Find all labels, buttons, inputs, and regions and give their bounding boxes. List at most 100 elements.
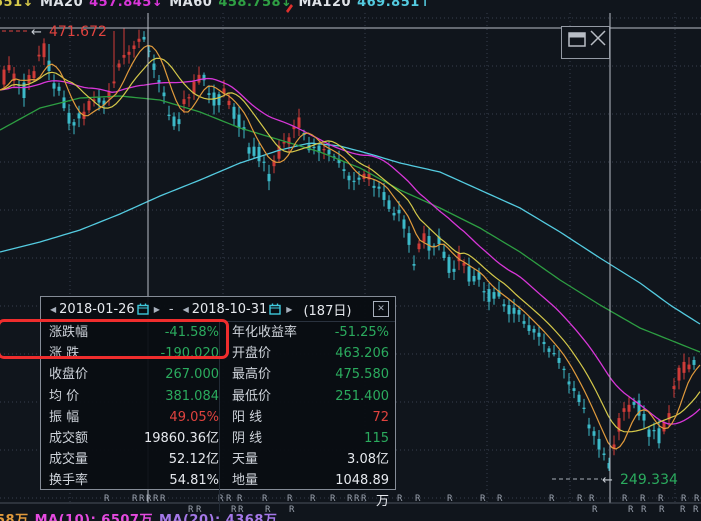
- stat-label: 开盘价: [219, 343, 325, 365]
- stat-value: 72: [372, 409, 389, 425]
- svg-text:471.672: 471.672: [49, 24, 107, 40]
- svg-text:R: R: [160, 494, 166, 504]
- svg-text:R: R: [681, 494, 687, 504]
- ma120-line: [0, 142, 701, 325]
- stat-label: 年化收益率: [219, 322, 325, 344]
- svg-text:R: R: [347, 494, 353, 504]
- svg-text:R: R: [447, 494, 453, 504]
- svg-text:R: R: [188, 505, 194, 515]
- svg-text:R: R: [628, 505, 634, 515]
- ma-label: MA20: [40, 0, 84, 10]
- svg-text:R: R: [265, 505, 271, 515]
- stat-row: 均 价 381.084 最低价 251.400: [41, 385, 395, 407]
- volume-ma-indicator-bar: 58万 MA(10): 6507万 MA(20): 4368万: [0, 509, 283, 521]
- stat-row: 涨跌幅 -41.58% 年化收益率 -51.25%: [41, 322, 395, 344]
- stat-value: -190.020: [160, 346, 219, 362]
- start-date-prev-arrow[interactable]: ◀: [50, 304, 57, 314]
- stat-label: 成交量: [49, 452, 89, 468]
- stat-value: 3.08亿: [347, 452, 389, 468]
- date-range-separator: -: [168, 301, 174, 317]
- save-window-icon[interactable]: [568, 32, 586, 47]
- stat-value: 463.206: [335, 346, 389, 362]
- stat-value: 19860.36亿: [143, 430, 219, 446]
- svg-text:R: R: [287, 494, 293, 504]
- stat-label: 地量: [219, 470, 325, 513]
- svg-text:R: R: [397, 494, 403, 504]
- stat-row: 振 幅 49.05% 阳 线 72: [41, 406, 395, 428]
- svg-text:R: R: [659, 505, 665, 515]
- stat-label: 天量: [219, 449, 325, 471]
- end-date-prev-arrow[interactable]: ◀: [182, 304, 189, 314]
- svg-text:249.334: 249.334: [620, 472, 678, 488]
- ma-label: MA120: [298, 0, 352, 10]
- stat-value: 54.81%: [169, 473, 219, 489]
- stat-value: 49.05%: [169, 409, 219, 425]
- candles: [2, 28, 696, 471]
- ma-value: 458.758↓: [218, 0, 293, 10]
- svg-text:R: R: [354, 494, 360, 504]
- svg-text:R: R: [480, 494, 486, 504]
- start-date: 2018-01-26: [59, 301, 135, 317]
- svg-text:R: R: [139, 494, 145, 504]
- interval-high-label: ← 471.672: [2, 24, 107, 40]
- interval-stats-panel: ◀ 2018-01-26 ▶ - ◀ 2018-10-31 ▶ (187日) ✕…: [40, 296, 396, 513]
- ma-indicator-bar: 551↓ MA20 457.845↓ MA60 458.758↓ MA120 469.851…: [0, 0, 437, 10]
- svg-text:R: R: [497, 494, 503, 504]
- ma-value: 469.851↑: [357, 0, 432, 10]
- vol-ma-value: MA(10): 6507万: [34, 513, 153, 521]
- selection-toolbar: [561, 26, 610, 59]
- ma-value: 457.845↓: [89, 0, 164, 10]
- stat-row: 涨 跌 -190.020 开盘价 463.206: [41, 343, 395, 365]
- stat-label: 涨 跌: [49, 346, 80, 362]
- ma-clipped-value: 551↓: [0, 0, 35, 10]
- stat-value: -41.58%: [164, 325, 219, 340]
- svg-text:R: R: [146, 494, 152, 504]
- svg-text:R: R: [218, 494, 224, 504]
- svg-text:R: R: [415, 494, 421, 504]
- stat-value: 381.084: [165, 388, 219, 404]
- stat-value: -51.25%: [334, 325, 389, 340]
- stat-value: 475.580: [335, 367, 389, 383]
- svg-text:R: R: [589, 494, 595, 504]
- selection-close-icon[interactable]: [590, 30, 606, 46]
- end-date-next-arrow[interactable]: ▶: [286, 304, 293, 314]
- svg-text:R: R: [330, 494, 336, 504]
- panel-close-icon[interactable]: ✕: [373, 301, 389, 317]
- end-date-calendar-icon[interactable]: [269, 303, 281, 315]
- trade-flag-icon: [286, 4, 293, 13]
- vol-clipped-value: 58万: [0, 513, 29, 521]
- svg-text:R: R: [680, 505, 686, 515]
- stat-value: 52.12亿: [168, 452, 219, 468]
- svg-text:R: R: [289, 505, 295, 515]
- interval-low-label: ← 249.334: [552, 472, 678, 488]
- svg-text:R: R: [592, 505, 598, 515]
- stat-label: 成交额: [49, 430, 89, 446]
- stat-label: 均 价: [49, 388, 80, 404]
- stat-row: 成交额 19860.36亿阴 线 115: [41, 427, 395, 450]
- svg-text:R: R: [310, 494, 316, 504]
- stat-value: 1048.89万: [335, 473, 389, 510]
- stat-value: 251.400: [335, 388, 389, 404]
- svg-text:R: R: [640, 494, 646, 504]
- svg-text:←: ←: [31, 25, 42, 40]
- start-date-next-arrow[interactable]: ▶: [153, 304, 160, 314]
- ma20-line: [0, 77, 701, 425]
- stat-value: 267.000: [165, 367, 219, 383]
- svg-text:R: R: [694, 494, 700, 504]
- start-date-calendar-icon[interactable]: [137, 303, 149, 315]
- svg-text:R: R: [153, 494, 159, 504]
- svg-text:R: R: [577, 494, 583, 504]
- stat-label: 阴 线: [219, 427, 325, 450]
- svg-text:R: R: [237, 494, 243, 504]
- svg-text:R: R: [196, 505, 202, 515]
- ma5-line: [0, 44, 701, 450]
- stat-label: 振 幅: [49, 409, 80, 425]
- stat-row: 成交量 52.12亿 天量 3.08亿: [41, 449, 395, 471]
- svg-text:R: R: [104, 494, 110, 504]
- interval-days: (187日): [303, 303, 352, 319]
- interval-stats-body: 涨跌幅 -41.58% 年化收益率 -51.25% 涨 跌 -190.020 开盘价 463.…: [41, 322, 395, 513]
- ma-label: MA60: [169, 0, 213, 10]
- svg-text:R: R: [658, 494, 664, 504]
